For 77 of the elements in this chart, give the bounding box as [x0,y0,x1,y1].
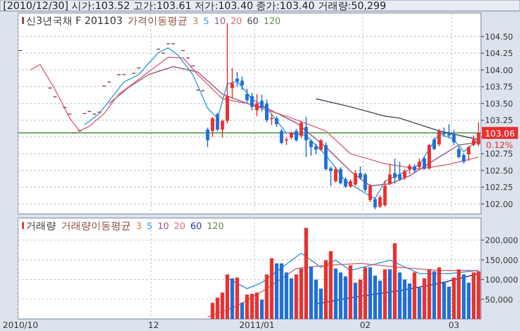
candlestick [437,128,441,147]
legend-title: 거래량이동평균 [61,221,131,232]
bar [437,267,441,319]
legend-label: 신3년국채 F 201103 [26,16,123,27]
candlestick [299,120,303,139]
y-tick-label: 50,000 [485,295,513,304]
y-tick-label: 102.25 [485,183,513,192]
bar [348,265,352,319]
bar [354,282,358,319]
text: 0.12% [486,140,514,151]
candlestick [319,138,323,152]
text: 60 [247,17,259,27]
text: 10 [214,17,226,27]
x-tick-label: 03 [448,321,460,331]
y-tick-label: 200,000 [485,236,518,246]
y-tick-label: 102.00 [485,200,513,209]
legend-label: 거래량 [26,221,56,232]
x-tick-label: 02 [360,321,371,331]
candlestick [418,158,422,170]
candlestick [368,183,372,202]
candlestick [230,67,234,100]
y-tick-label: 104.00 [485,66,513,75]
bar [235,278,240,319]
bar [418,288,422,319]
y-tick-label: 102.75 [485,150,513,159]
x-tick-label: 12 [148,321,159,331]
bar [392,243,397,319]
legend-label: 3 [192,17,198,27]
candlestick [210,116,214,138]
bar [432,271,436,319]
y-tick-label: 104.25 [485,49,513,58]
bar [383,269,387,319]
candlestick [274,116,278,128]
y-tick-label: 102.50 [485,166,513,176]
candlestick [284,137,288,146]
legend-label: 120 [263,17,281,27]
candlestick [432,137,436,151]
text: 5 [146,222,152,232]
y-tick-label: 103.25 [485,116,513,126]
y-tick-label: 150,000 [485,256,518,265]
legend-label: 3 [136,222,142,232]
candlestick [466,145,470,162]
candlestick [255,94,259,117]
bar [412,272,416,319]
bar [260,300,264,319]
candlestick [334,166,338,184]
text: 20 [174,222,186,232]
candlestick [220,119,224,138]
candlestick [270,113,274,126]
text: 60 [190,222,202,232]
candlestick [422,156,426,170]
legend-title: 가격이동평균 [128,16,188,27]
ref-line-label: 103.06 [485,129,515,140]
line-series [30,56,480,170]
candlestick [294,128,298,142]
x-tick-label: 2010/10 [2,321,38,331]
legend-label: 120 [206,222,224,232]
bar [230,278,234,319]
bar [240,302,244,319]
text: 5 [203,17,210,27]
candlestick [402,168,406,180]
text: 20 [230,17,242,27]
y-tick-label: 104.50 [485,32,513,42]
bar [388,269,392,319]
y-tick-label: 103.50 [485,99,513,108]
candlestick [428,143,432,170]
y-tick-label: 103.75 [485,82,513,92]
candlestick [206,127,210,148]
candlestick [388,163,392,186]
y-tick-label: 100,000 [485,276,518,285]
candlestick [373,196,377,210]
chart-title: [2010/12/30] 시가:103.52 고가:103.61 저가:103.40 종가:103.40 거래량:50,299 [3,1,386,12]
x-tick-label: 2011/01 [239,321,275,331]
candlestick [408,163,412,174]
legend-label: 10 [157,222,170,232]
line-series [207,262,480,318]
candlestick [304,116,308,158]
